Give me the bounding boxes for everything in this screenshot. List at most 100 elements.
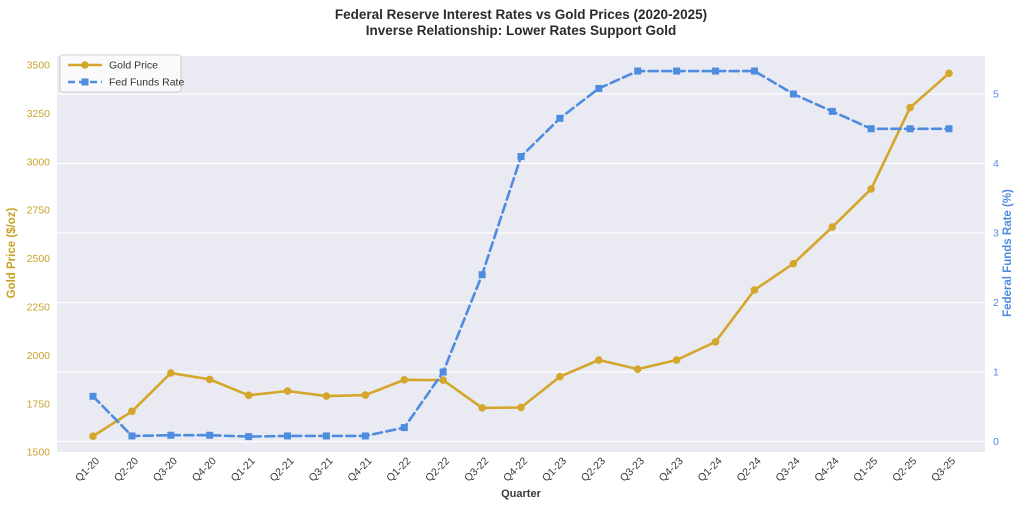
x-tick-label: Q4-24 (812, 455, 841, 484)
data-point-marker (634, 67, 642, 75)
gold-price-series (89, 69, 953, 440)
data-point-marker (206, 431, 214, 439)
legend-item-gold-price: Gold Price (68, 60, 158, 72)
left-tick-label: 3500 (27, 60, 51, 72)
x-axis-title: Quarter (501, 488, 541, 500)
x-tick-label: Q3-24 (773, 455, 802, 484)
data-point-marker (478, 404, 486, 412)
data-point-marker (89, 392, 97, 400)
x-tick-label: Q4-22 (501, 455, 530, 484)
data-point-marker (400, 424, 408, 432)
x-tick-label: Q2-21 (268, 455, 297, 484)
x-tick-label: Q3-21 (306, 455, 335, 484)
legend-marker-circle (81, 61, 89, 69)
x-tick-label: Q4-20 (190, 455, 219, 484)
data-point-marker (673, 67, 681, 75)
data-point-marker (906, 125, 914, 133)
right-tick-label: 5 (993, 89, 999, 101)
data-point-marker (478, 271, 486, 279)
right-tick-label: 4 (993, 158, 999, 170)
x-tick-label: Q3-23 (618, 455, 647, 484)
x-tick-label: Q1-21 (229, 455, 258, 484)
data-point-marker (439, 376, 447, 384)
data-point-marker (322, 432, 330, 440)
data-point-marker (128, 432, 136, 440)
left-tick-label: 2750 (27, 205, 51, 217)
x-tick-label: Q1-22 (384, 455, 413, 484)
x-tick-label: Q3-20 (151, 455, 180, 484)
data-point-marker (361, 391, 370, 399)
x-tick-label: Q4-21 (345, 455, 374, 484)
data-point-marker (712, 67, 720, 75)
right-tick-label: 2 (993, 297, 999, 309)
data-point-marker (283, 387, 292, 395)
right-tick-label: 3 (993, 228, 999, 240)
x-tick-label: Q4-23 (657, 455, 686, 484)
data-point-marker (128, 407, 136, 416)
gridlines (57, 93, 985, 443)
data-point-marker (828, 107, 836, 115)
chart-title-line2: Inverse Relationship: Lower Rates Suppor… (365, 23, 677, 38)
data-point-marker (167, 431, 175, 439)
data-point-marker (284, 432, 292, 440)
data-point-marker (400, 375, 409, 384)
x-tick-label: Q1-24 (696, 455, 725, 484)
legend: Gold Price Fed Funds Rate (59, 54, 184, 93)
data-point-marker (556, 372, 564, 381)
x-tick-label: Q1-20 (73, 455, 102, 484)
data-point-marker (789, 259, 798, 268)
x-tick-label: Q3-22 (462, 455, 491, 484)
data-point-marker (361, 432, 369, 440)
data-point-marker (945, 69, 953, 78)
right-axis-ticks: 0 1 2 3 4 5 (993, 89, 999, 449)
legend-label: Fed Funds Rate (109, 77, 184, 89)
data-point-marker (672, 356, 681, 364)
x-tick-label: Q3-25 (929, 455, 958, 484)
chart-title: Federal Reserve Interest Rates vs Gold P… (57, 7, 985, 39)
left-tick-label: 3000 (27, 156, 51, 168)
plot-area (57, 56, 985, 452)
data-point-marker (945, 125, 953, 133)
fed-funds-rate-series (89, 67, 953, 441)
left-tick-label: 3250 (27, 108, 51, 120)
x-tick-label: Q2-24 (734, 455, 763, 484)
data-point-marker (167, 369, 175, 377)
left-tick-label: 1750 (27, 398, 51, 410)
legend-label: Gold Price (109, 60, 158, 72)
left-tick-label: 2500 (27, 253, 51, 265)
data-point-marker (517, 403, 525, 412)
data-point-marker (867, 125, 875, 133)
data-point-marker (595, 84, 603, 92)
right-tick-label: 1 (993, 367, 999, 379)
data-point-marker (750, 67, 758, 75)
x-tick-label: Q2-23 (579, 455, 608, 484)
data-point-marker (439, 368, 447, 376)
right-tick-label: 0 (993, 436, 999, 448)
data-point-marker (595, 356, 603, 364)
data-point-marker (789, 90, 797, 98)
legend-marker-square (81, 78, 89, 86)
x-tick-label: Q2-25 (890, 455, 919, 484)
right-axis-title: Federal Funds Rate (%) (1002, 189, 1014, 317)
x-tick-label: Q2-20 (112, 455, 141, 484)
data-point-marker (245, 433, 253, 441)
data-point-marker (89, 432, 97, 440)
legend-item-fed-funds-rate: Fed Funds Rate (68, 77, 184, 89)
x-tick-label: Q1-23 (540, 455, 569, 484)
chart-title-line1: Federal Reserve Interest Rates vs Gold P… (334, 7, 708, 22)
left-axis-title: Gold Price ($/oz) (6, 207, 18, 298)
x-tick-label: Q2-22 (423, 455, 452, 484)
data-point-marker (828, 223, 837, 231)
data-point-marker (517, 153, 525, 161)
data-point-marker (205, 375, 214, 384)
left-tick-label: 2000 (27, 350, 51, 362)
left-axis-ticks: 1500 1750 2000 2250 2500 2750 3000 3250 3500 (27, 60, 51, 459)
left-tick-label: 2250 (27, 302, 51, 314)
data-point-marker (244, 391, 253, 400)
data-point-marker (322, 392, 331, 400)
data-point-marker (906, 103, 914, 112)
x-axis-ticks: Q1-20 Q2-20 Q3-20 Q4-20 Q1-21 Q2-21 Q3-21 Q4-21… (73, 455, 958, 484)
data-point-marker (750, 286, 759, 294)
